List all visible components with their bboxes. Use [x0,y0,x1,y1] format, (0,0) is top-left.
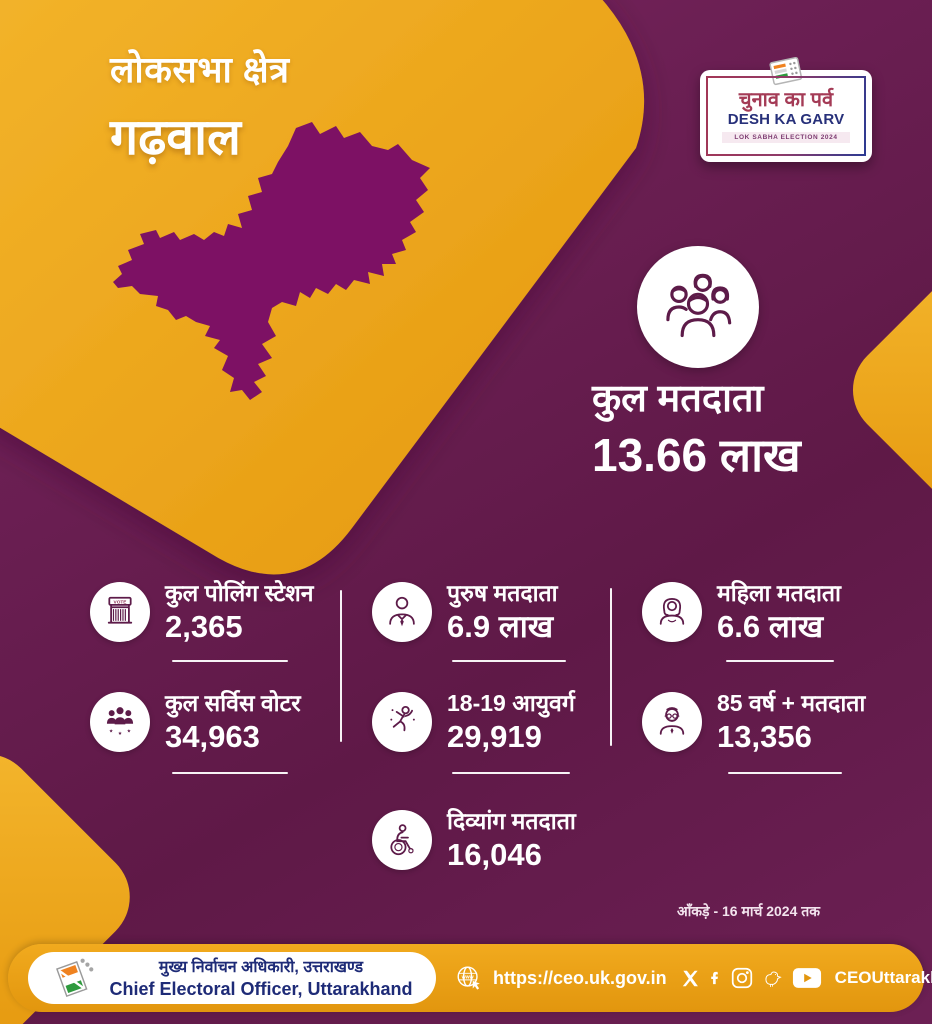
eci-logo [56,958,94,998]
website-link[interactable]: https://ceo.uk.gov.in [493,967,667,988]
badge-english-slogan: DESH KA GARV [727,111,845,128]
stat-value: 13,356 [717,719,812,754]
constituency-title: लोकसभा क्षेत्र गढ़वाल [110,44,290,169]
instagram-icon[interactable] [731,967,753,989]
stat-85plus-voters: 85 वर्ष + मतदाता 13,356 [642,688,865,756]
globe-www-icon: www [457,966,480,990]
stat-label: कुल सर्विस वोटर [165,690,301,716]
badge-event-label: LOK SABHA ELECTION 2024 [722,132,850,143]
column-divider [610,588,612,746]
male-voter-icon [372,582,432,642]
ceo-office-pill: मुख्य निर्वाचन अधिकारी, उत्तराखण्ड Chief… [28,952,436,1004]
stat-value: 6.9 लाख [447,609,554,644]
total-voters-text: कुल मतदाता 13.66 लाख [592,374,801,486]
facebook-icon[interactable] [709,967,722,989]
stat-value: 29,919 [447,719,542,754]
badge-hindi-slogan: चुनाव का पर्व [738,89,834,111]
total-voters-circle [637,246,759,368]
female-voter-icon [642,582,702,642]
svg-text:www: www [461,974,475,980]
yellow-diamond-right [852,259,932,521]
stat-polling-stations: VOTE कुल पोलिंग स्टेशन 2,365 [90,578,314,646]
total-voters-value: 13.66 लाख [592,429,801,481]
column-divider [340,590,342,742]
office-name-english: Chief Electoral Officer, Uttarakhand [109,978,413,999]
garhwal-constituency-map [113,122,430,400]
stat-label: 18-19 आयुवर्ग [447,690,575,716]
stat-label: कुल पोलिंग स्टेशन [165,580,314,606]
koo-icon[interactable] [762,968,783,989]
footer-band: मुख्य निर्वाचन अधिकारी, उत्तराखण्ड Chief… [8,944,932,1012]
total-voters-label: कुल मतदाता [592,378,764,420]
divider [728,772,842,774]
stat-label: महिला मतदाता [717,580,841,606]
youtube-icon[interactable] [792,967,822,989]
stat-value: 34,963 [165,719,260,754]
divider [172,660,288,662]
elderly-voter-icon [642,692,702,752]
stat-label: दिव्यांग मतदाता [447,808,576,834]
stat-female-voters: महिला मतदाता 6.6 लाख [642,578,841,646]
badge-frame: चुनाव का पर्व DESH KA GARV LOK SABHA ELE… [706,76,866,156]
constituency-type-label: लोकसभा क्षेत्र [110,49,290,90]
svg-text:VOTE: VOTE [114,599,127,605]
divider [726,660,834,662]
young-voter-icon [372,692,432,752]
constituency-name: गढ़वाल [110,109,241,165]
people-group-icon [666,273,732,338]
divider [452,660,566,662]
stat-label: 85 वर्ष + मतदाता [717,690,866,716]
stat-young-voters: 18-19 आयुवर्ग 29,919 [372,688,575,756]
divider [172,772,288,774]
office-name-hindi: मुख्य निर्वाचन अधिकारी, उत्तराखण्ड [158,958,364,976]
stat-pwd-voters: दिव्यांग मतदाता 16,046 [372,806,576,874]
social-handle[interactable]: CEOUttarakhand [834,968,932,987]
data-as-of-note: आँकड़े - 16 मार्च 2024 तक [677,903,820,919]
x-twitter-icon[interactable] [681,969,700,988]
service-voter-icon [90,692,150,752]
stat-service-voters: कुल सर्विस वोटर 34,963 [90,688,301,756]
polling-booth-icon: VOTE [90,582,150,642]
divider [452,772,570,774]
footer-links: www https://ceo.uk.gov.in [454,944,932,1012]
election-campaign-badge: चुनाव का पर्व DESH KA GARV LOK SABHA ELE… [700,56,872,162]
stat-value: 2,365 [165,609,243,644]
wheelchair-icon [372,810,432,870]
stat-label: पुरुष मतदाता [447,580,558,606]
stat-value: 16,046 [447,837,542,872]
stat-value: 6.6 लाख [717,609,824,644]
stat-male-voters: पुरुष मतदाता 6.9 लाख [372,578,558,646]
